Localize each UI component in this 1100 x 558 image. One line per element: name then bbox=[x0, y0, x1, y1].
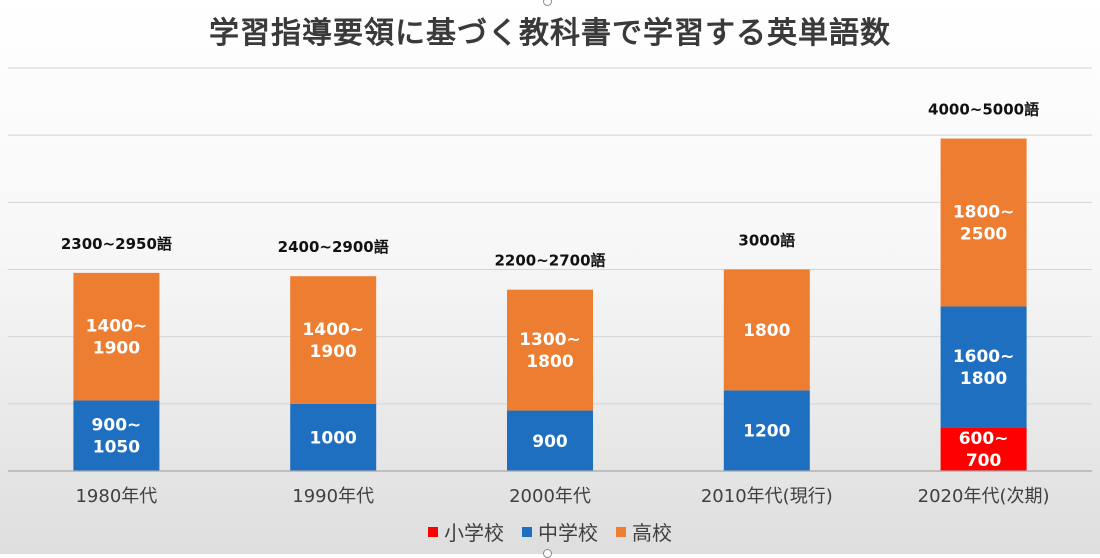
data-label: 1300~ 1800 bbox=[519, 330, 581, 372]
legend-item: 小学校 bbox=[428, 517, 504, 546]
data-label: 1400~ 1900 bbox=[302, 320, 364, 362]
chart-title: 学習指導要領に基づく教科書で学習する英単語数 bbox=[209, 16, 891, 51]
category-label: 2020年代(次期) bbox=[918, 486, 1050, 507]
total-label: 2200~2700語 bbox=[494, 252, 605, 270]
total-label: 3000語 bbox=[738, 232, 795, 250]
bar-segment bbox=[290, 276, 377, 404]
bar-segment bbox=[290, 403, 377, 471]
data-label: 600~ 700 bbox=[959, 429, 1009, 471]
bar-segment bbox=[723, 390, 810, 471]
category-label: 1980年代 bbox=[75, 486, 157, 507]
bar-segment bbox=[723, 269, 810, 391]
data-label: 1000 bbox=[310, 428, 357, 448]
data-label: 900 bbox=[532, 432, 568, 452]
bar-segment bbox=[940, 138, 1027, 307]
legend: 小学校 中学校 高校 bbox=[0, 517, 1100, 546]
legend-label: 小学校 bbox=[444, 521, 504, 545]
bar-segment bbox=[940, 427, 1027, 471]
legend-label: 中学校 bbox=[538, 521, 598, 545]
legend-swatch bbox=[428, 526, 438, 537]
category-label: 2010年代(現行) bbox=[701, 486, 833, 507]
data-label: 1400~ 1900 bbox=[86, 317, 148, 359]
data-label: 1800 bbox=[743, 321, 790, 341]
data-label: 1200 bbox=[743, 422, 790, 442]
data-label: 1800~ 2500 bbox=[953, 202, 1015, 244]
legend-item: 高校 bbox=[616, 517, 672, 546]
data-label: 900~ 1050 bbox=[92, 416, 142, 458]
legend-label: 高校 bbox=[632, 521, 672, 545]
total-label: 4000~5000語 bbox=[928, 101, 1039, 119]
bar-segment bbox=[73, 272, 160, 401]
bar-segment bbox=[73, 400, 160, 471]
total-label: 2400~2900語 bbox=[278, 238, 389, 256]
legend-swatch bbox=[616, 526, 626, 537]
data-label: 1600~ 1800 bbox=[953, 347, 1015, 389]
legend-item: 中学校 bbox=[522, 517, 598, 546]
legend-swatch bbox=[522, 526, 532, 537]
resize-handle-top[interactable] bbox=[543, 0, 552, 6]
category-label: 1990年代 bbox=[292, 486, 374, 507]
bar-segment bbox=[940, 306, 1027, 428]
bar-segment bbox=[507, 410, 593, 471]
bar-segment bbox=[507, 289, 593, 411]
category-label: 2000年代 bbox=[509, 486, 591, 507]
total-label: 2300~2950語 bbox=[61, 235, 172, 253]
